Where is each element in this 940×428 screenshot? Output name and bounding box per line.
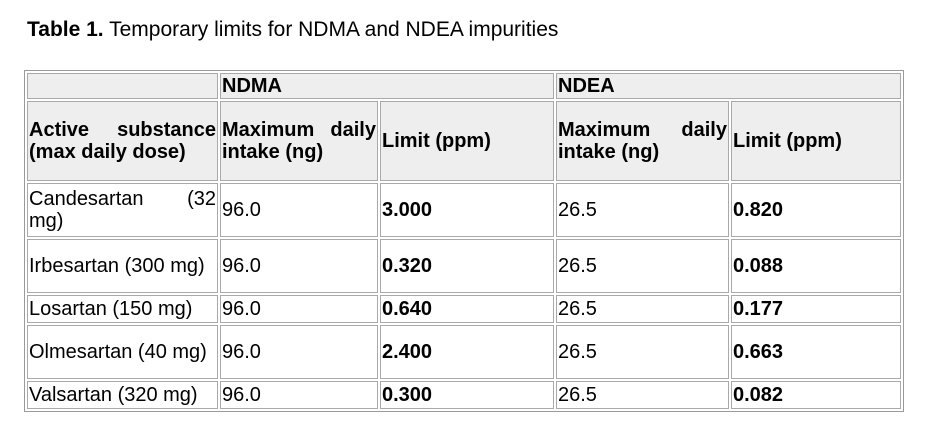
caption-label: Table 1.: [27, 18, 104, 41]
cell-ndma-intake: 96.0: [220, 183, 378, 237]
cell-substance: Olmesartan (40 mg): [27, 325, 218, 379]
cell-substance: Losartan (150 mg): [27, 295, 218, 323]
cell-ndea-intake: 26.5: [556, 295, 729, 323]
caption-text: Temporary limits for NDMA and NDEA impur…: [109, 18, 559, 41]
cell-ndea-limit: 0.663: [731, 325, 901, 379]
group-header-ndma: NDMA: [220, 73, 554, 99]
cell-ndea-intake: 26.5: [556, 325, 729, 379]
cell-ndea-limit: 0.082: [731, 381, 901, 409]
header-ndma-limit: Limit (ppm): [380, 101, 554, 181]
group-header-empty: [27, 73, 218, 99]
header-ndea-intake: Maximum daily intake (ng): [556, 101, 729, 181]
header-ndea-limit: Limit (ppm): [731, 101, 901, 181]
cell-ndma-limit: 0.640: [380, 295, 554, 323]
cell-ndea-intake: 26.5: [556, 381, 729, 409]
cell-ndea-limit: 0.088: [731, 239, 901, 293]
table-row: Valsartan (320 mg) 96.0 0.300 26.5 0.082: [27, 381, 901, 409]
cell-ndma-limit: 0.300: [380, 381, 554, 409]
cell-substance: Irbesartan (300 mg): [27, 239, 218, 293]
cell-ndma-intake: 96.0: [220, 381, 378, 409]
header-ndma-intake: Maximum daily intake (ng): [220, 101, 378, 181]
group-header-row: NDMA NDEA: [27, 73, 901, 99]
table-caption: Table 1. Temporary limits for NDMA and N…: [27, 16, 558, 44]
cell-ndma-limit: 3.000: [380, 183, 554, 237]
cell-substance: Valsartan (320 mg): [27, 381, 218, 409]
group-header-ndea: NDEA: [556, 73, 901, 99]
header-active-substance: Active substance (max daily dose): [27, 101, 218, 181]
cell-ndea-intake: 26.5: [556, 183, 729, 237]
cell-ndma-intake: 96.0: [220, 295, 378, 323]
column-header-row: Active substance (max daily dose) Maximu…: [27, 101, 901, 181]
cell-ndma-intake: 96.0: [220, 325, 378, 379]
cell-ndea-intake: 26.5: [556, 239, 729, 293]
table-row: Losartan (150 mg) 96.0 0.640 26.5 0.177: [27, 295, 901, 323]
impurity-limits-table: NDMA NDEA Active substance (max daily do…: [24, 70, 904, 412]
table-row: Irbesartan (300 mg) 96.0 0.320 26.5 0.08…: [27, 239, 901, 293]
cell-ndma-limit: 0.320: [380, 239, 554, 293]
cell-ndma-intake: 96.0: [220, 239, 378, 293]
cell-substance: Candesartan (32 mg): [27, 183, 218, 237]
cell-ndea-limit: 0.177: [731, 295, 901, 323]
table-row: Olmesartan (40 mg) 96.0 2.400 26.5 0.663: [27, 325, 901, 379]
cell-ndea-limit: 0.820: [731, 183, 901, 237]
cell-ndma-limit: 2.400: [380, 325, 554, 379]
table-row: Candesartan (32 mg) 96.0 3.000 26.5 0.82…: [27, 183, 901, 237]
